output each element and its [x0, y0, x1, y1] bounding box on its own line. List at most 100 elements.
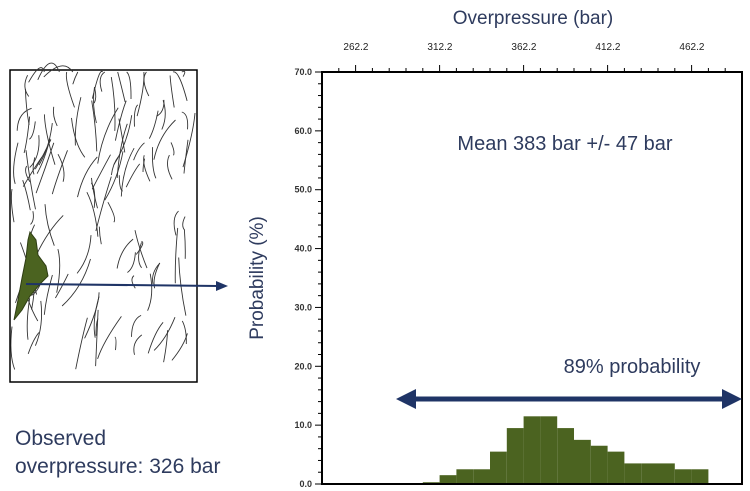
fault-line: [29, 121, 36, 140]
fault-line: [32, 157, 36, 175]
fault-block-highlight: [13, 230, 49, 321]
fault-line: [153, 119, 176, 160]
fault-line: [172, 71, 188, 102]
fault-line: [148, 110, 159, 139]
fault-line: [113, 115, 133, 165]
fault-line: [107, 201, 116, 223]
x-tick-label: 412.2: [595, 42, 620, 53]
fault-line: [127, 252, 136, 273]
fault-line: [43, 114, 56, 165]
fault-line: [28, 67, 45, 83]
fault-line: [117, 71, 126, 103]
fault-line: [74, 97, 82, 146]
fault-line: [84, 292, 100, 339]
fault-line: [51, 150, 68, 195]
fault-line: [143, 155, 151, 182]
fault-line: [104, 151, 124, 201]
fault-line: [138, 242, 142, 269]
histogram-bar: [607, 451, 625, 484]
fault-line: [30, 211, 34, 225]
histogram-bar: [456, 469, 474, 484]
observed-label-line2: overpressure: 326 bar: [15, 455, 220, 478]
fault-line: [97, 316, 122, 360]
histogram-bar: [473, 469, 490, 484]
fault-line: [13, 142, 19, 185]
fault-line: [34, 139, 52, 170]
y-tick-label: 40.0: [294, 244, 312, 254]
histogram-bar: [540, 416, 558, 484]
fault-line: [44, 204, 55, 246]
fault-line: [95, 309, 99, 367]
fault-line: [131, 314, 142, 337]
range-arrow-head-right: [722, 389, 742, 409]
fault-line: [182, 216, 186, 231]
fault-line: [110, 77, 116, 131]
fault-line: [174, 227, 179, 284]
fault-line: [170, 142, 175, 156]
fault-line: [181, 111, 189, 130]
y-axis-label: Probability (%): [247, 216, 268, 340]
fault-line: [52, 106, 58, 127]
x-axis-label: Overpressure (bar): [453, 8, 614, 29]
fault-line: [133, 104, 139, 127]
fault-map: [9, 62, 198, 383]
fault-line: [34, 300, 43, 346]
fault-line: [118, 175, 123, 192]
fault-line: [99, 71, 106, 92]
fault-line: [27, 332, 40, 355]
histogram-bar: [691, 469, 709, 484]
histogram-bar: [641, 463, 658, 484]
probability-annotation: 89% probability: [564, 356, 701, 378]
fault-line: [114, 100, 127, 141]
observed-label-line1: Observed: [15, 427, 106, 450]
fault-line: [151, 147, 157, 179]
x-tick-label: 262.2: [343, 42, 368, 53]
fault-line: [131, 275, 136, 289]
fault-line: [98, 226, 102, 245]
y-tick-label: 0.0: [299, 479, 312, 489]
fault-line: [114, 336, 117, 351]
y-tick-label: 70.0: [294, 67, 312, 77]
fault-line: [181, 320, 187, 345]
x-tick-label: 362.2: [511, 42, 536, 53]
fault-line: [25, 165, 31, 183]
fault-line: [153, 262, 161, 289]
fault-line: [38, 123, 53, 166]
fault-line: [16, 107, 32, 131]
histogram-bar: [574, 439, 591, 484]
fault-line: [37, 62, 60, 80]
fault-line: [156, 99, 165, 117]
fault-line: [35, 142, 55, 194]
y-axis-ticks: 0.0 10.0 20.0 30.0 40.0 50.0 60.0 70.0: [294, 67, 322, 489]
y-tick-label: 60.0: [294, 126, 312, 136]
fault-line: [182, 112, 196, 168]
map-to-chart-arrow: [25, 281, 228, 291]
fault-line: [22, 180, 31, 211]
fault-line: [77, 156, 98, 198]
fault-line: [56, 248, 61, 293]
fault-line: [86, 191, 99, 237]
histogram-bar: [590, 445, 608, 484]
fault-line: [24, 75, 30, 97]
histogram-bar: [624, 463, 642, 484]
plot-frame: [321, 71, 743, 485]
fault-line: [169, 75, 175, 108]
y-tick-label: 10.0: [294, 420, 312, 430]
x-axis-ticks: 262.2 312.2 362.2 412.2 462.2: [338, 42, 726, 72]
histogram-bar: [490, 451, 507, 484]
y-tick-label: 50.0: [294, 185, 312, 195]
probability-range-arrow: [396, 389, 742, 409]
fault-line: [43, 274, 53, 315]
fault-line: [126, 71, 132, 100]
fault-line: [95, 318, 99, 336]
fault-line: [57, 153, 65, 182]
fault-line: [25, 150, 36, 210]
histogram-chart: Overpressure (bar) Probability (%) 262.2…: [247, 8, 743, 489]
histogram-bar: [658, 463, 675, 484]
histogram-bar: [439, 475, 457, 484]
fault-line: [183, 230, 186, 259]
fault-line: [163, 330, 168, 363]
fault-line: [71, 117, 86, 158]
mean-annotation: Mean 383 bar +/- 47 bar: [457, 133, 672, 155]
histogram-bar: [523, 416, 541, 484]
